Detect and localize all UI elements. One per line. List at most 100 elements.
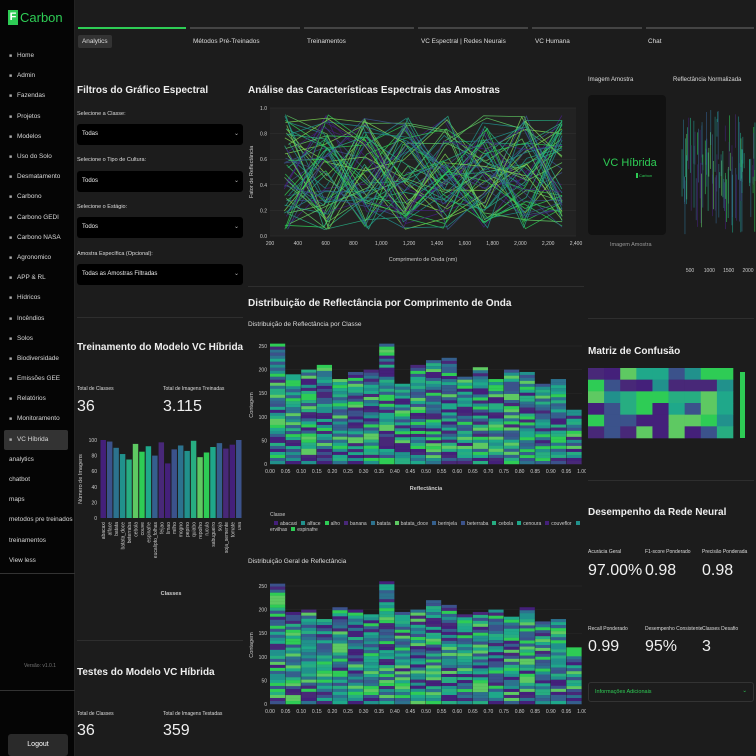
bar-segment xyxy=(566,686,582,690)
legend-item[interactable]: cebola xyxy=(488,521,513,527)
x-tick-label: eucalipto_folhas xyxy=(153,522,159,559)
sidebar-item-fazendas[interactable]: ■ Fazendas xyxy=(4,86,68,106)
spectrum-line xyxy=(285,125,562,219)
sidebar-item-monitoramento[interactable]: ■ Monitoramento xyxy=(4,409,68,429)
bar-segment xyxy=(394,686,410,690)
legend-item[interactable]: ervilhas xyxy=(270,521,582,533)
bar-segment xyxy=(441,376,457,380)
bar-segment xyxy=(519,631,535,635)
tab-metodos[interactable]: Métodos Pré-Treinados xyxy=(193,38,260,45)
sidebar-item-admin[interactable]: ■ Admin xyxy=(4,66,68,86)
bar-segment xyxy=(394,692,410,696)
sidebar-item-biodiversidade[interactable]: ■ Biodiversidade xyxy=(4,349,68,369)
sidebar-item-agronomico[interactable]: ■ Agronomico xyxy=(4,248,68,268)
x-tick-label: 0.55 xyxy=(437,469,447,475)
legend-item[interactable]: banana xyxy=(340,521,367,527)
bar-segment xyxy=(488,637,504,641)
y-tick-label: 150 xyxy=(259,631,268,637)
sidebar-page-chatbot[interactable]: chatbot xyxy=(9,476,30,484)
sidebar-item-vc-h-brida[interactable]: ■ VC Híbrida xyxy=(4,429,68,450)
tab-treinamentos[interactable]: Treinamentos xyxy=(307,38,346,45)
logout-button[interactable]: Logout xyxy=(8,734,68,756)
legend-item[interactable]: cenoura xyxy=(513,521,541,527)
bar-segment xyxy=(488,643,504,647)
sidebar-item-emiss-es-gee[interactable]: ■ Emissões GEE xyxy=(4,369,68,389)
legend-item[interactable]: berinjela xyxy=(428,521,457,527)
bar-segment xyxy=(472,653,488,657)
bar-segment xyxy=(363,653,379,657)
legend-item[interactable]: beterraba xyxy=(457,521,488,527)
sidebar-item-carbono-gedi[interactable]: ■ Carbono GEDI xyxy=(4,208,68,228)
bar-segment xyxy=(550,451,566,456)
bar-segment xyxy=(394,614,410,619)
bar-segment xyxy=(535,461,551,465)
sidebar-item-uso-do-solo[interactable]: ■ Uso do Solo xyxy=(4,147,68,167)
sidebar-page-view-less[interactable]: View less xyxy=(9,556,36,564)
brand-logo[interactable]: F Carbon xyxy=(8,10,63,25)
legend-item[interactable]: alface xyxy=(297,521,321,527)
sidebar-item-carbono[interactable]: ■ Carbono xyxy=(4,187,68,207)
bar-segment xyxy=(566,656,582,660)
bar-segment xyxy=(348,697,364,702)
bar-segment xyxy=(535,389,551,393)
tab-vc-espectral[interactable]: VC Espectral | Redes Neurais xyxy=(421,38,506,45)
amostra-select[interactable]: Todas as Amostras Filtradas ⌄ xyxy=(77,264,243,285)
bar-segment xyxy=(488,697,504,702)
classe-select[interactable]: Todas ⌄ xyxy=(77,124,243,145)
sidebar-item-relat-rios[interactable]: ■ Relatórios xyxy=(4,389,68,409)
sidebar-item-carbono-nasa[interactable]: ■ Carbono NASA xyxy=(4,228,68,248)
legend-item[interactable]: batata xyxy=(367,521,391,527)
bar-segment xyxy=(472,451,488,456)
bar-segment xyxy=(363,387,379,392)
tab-analytics[interactable]: Analytics xyxy=(78,35,112,48)
sidebar-item-desmatamento[interactable]: ■ Desmatamento xyxy=(4,167,68,187)
sidebar-page-maps[interactable]: maps xyxy=(9,496,25,504)
bar-segment xyxy=(550,691,566,696)
bar-segment xyxy=(535,440,551,444)
bar-segment xyxy=(394,659,410,663)
bar-segment xyxy=(301,667,317,671)
legend-item[interactable]: batata_doce xyxy=(391,521,428,527)
legend-item[interactable]: espinafre xyxy=(287,527,318,533)
heatmap-cell xyxy=(604,414,621,427)
bar-segment xyxy=(441,682,457,687)
tab-chat[interactable]: Chat xyxy=(648,38,662,45)
sidebar-page-analytics[interactable]: analytics xyxy=(9,455,34,463)
sidebar-item-label: Desmatamento xyxy=(17,173,61,181)
sidebar-page-treinamentos[interactable]: treinamentos xyxy=(9,536,46,544)
bar-segment xyxy=(504,619,520,623)
sidebar-item-inc-ndios[interactable]: ■ Incêndios xyxy=(4,308,68,328)
tab-vc-humana[interactable]: VC Humana xyxy=(535,38,570,45)
sidebar-item-app-rl[interactable]: ■ APP & RL xyxy=(4,268,68,288)
heatmap-cell xyxy=(620,379,637,392)
bar-segment xyxy=(535,621,551,625)
sidebar-item-modelos[interactable]: ■ Modelos xyxy=(4,127,68,147)
bar-segment xyxy=(379,346,395,350)
bar-segment xyxy=(550,397,566,401)
legend-item[interactable]: couveflor xyxy=(541,521,572,527)
bar-segment xyxy=(441,652,457,657)
bar-segment xyxy=(566,695,582,699)
bar-segment xyxy=(441,655,457,660)
bar-segment xyxy=(332,439,348,443)
bar-segment xyxy=(410,379,426,384)
sidebar-page-metodos-pre-treinados[interactable]: metodos pre treinados xyxy=(9,516,73,524)
legend-item[interactable]: abacaxi xyxy=(270,521,297,527)
sidebar-item-solos[interactable]: ■ Solos xyxy=(4,329,68,349)
bar-segment xyxy=(441,460,457,465)
cultura-select[interactable]: Todos ⌄ xyxy=(77,171,243,192)
leaf-icon: ■ xyxy=(9,355,13,362)
bar-segment xyxy=(457,656,473,660)
y-tick-label: 20 xyxy=(91,500,97,506)
bar-segment xyxy=(348,431,364,435)
bar-segment xyxy=(332,610,348,614)
bar-segment xyxy=(301,403,317,407)
bar-segment xyxy=(379,608,395,612)
estagio-select[interactable]: Todos ⌄ xyxy=(77,217,243,238)
info-expander[interactable]: Informações Adicionais ⌄ xyxy=(588,682,754,702)
sidebar-item-projetos[interactable]: ■ Projetos xyxy=(4,107,68,127)
sidebar-item-home[interactable]: ■ Home xyxy=(4,46,68,66)
legend-item[interactable]: alho xyxy=(321,521,340,527)
y-tick-label: 200 xyxy=(259,368,268,374)
sidebar-item-h-dricos[interactable]: ■ Hídricos xyxy=(4,288,68,308)
